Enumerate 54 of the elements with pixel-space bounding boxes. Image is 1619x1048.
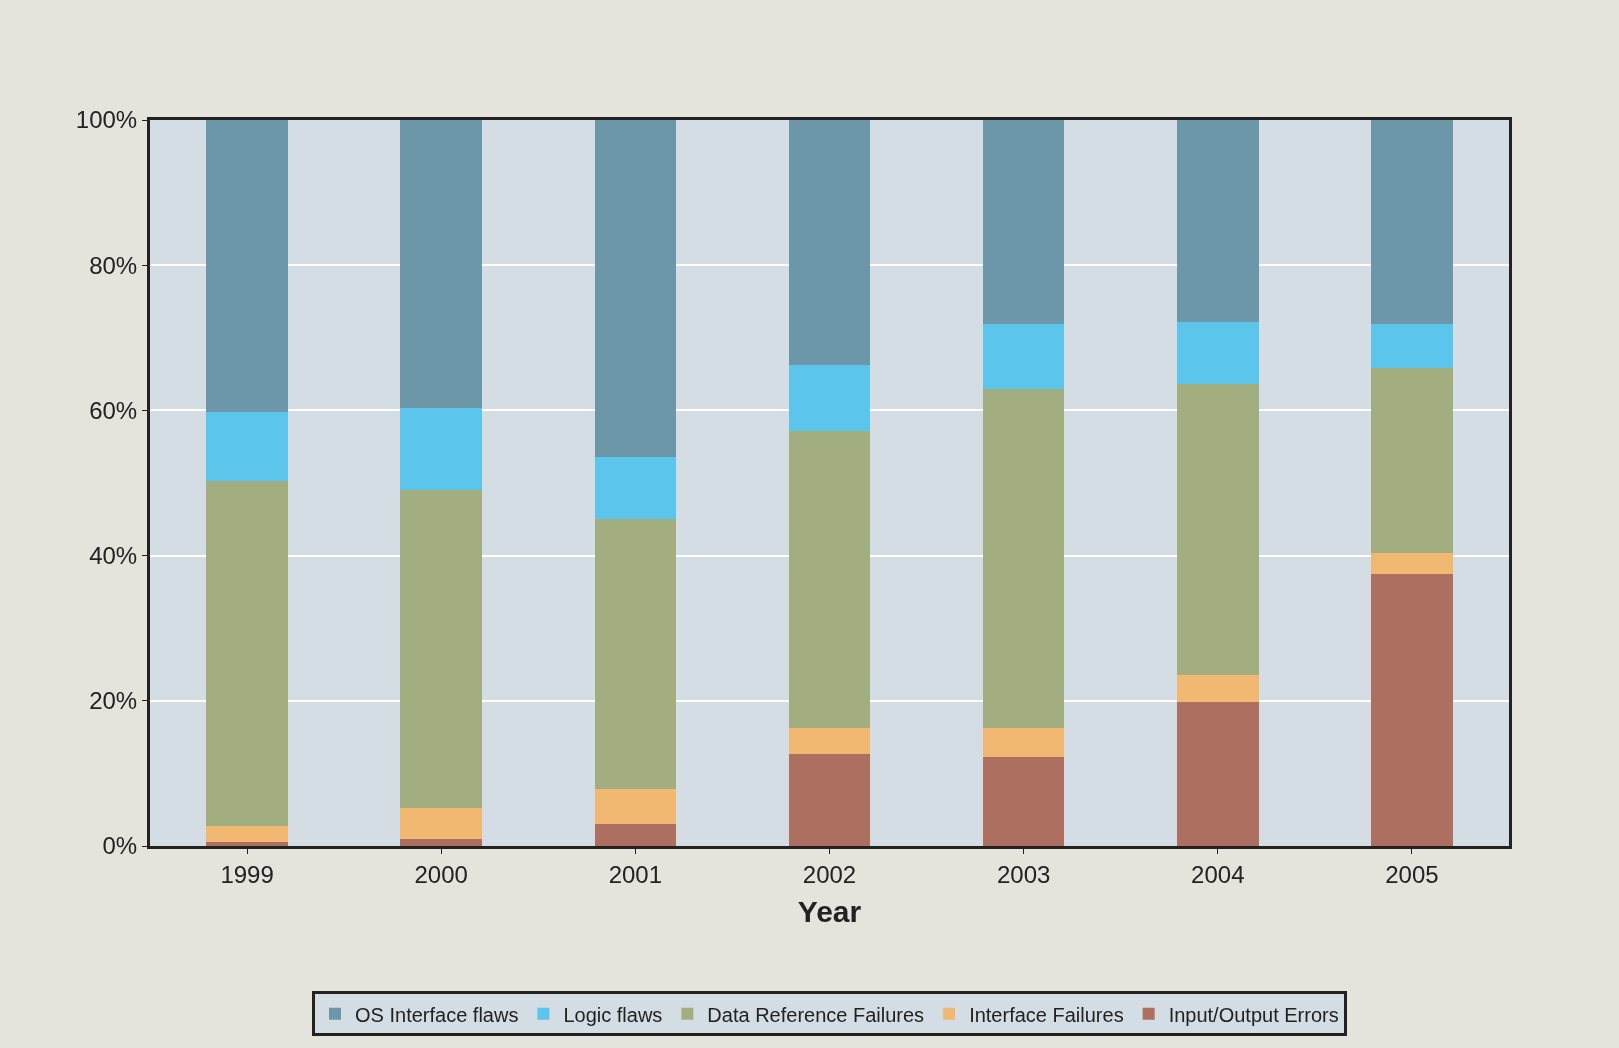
bar: [982, 324, 1065, 389]
bar: [982, 727, 1065, 757]
bar: [982, 756, 1065, 846]
bar: [982, 120, 1065, 325]
x-tick-label: 2000: [414, 860, 468, 888]
x-tick-label: 2005: [1385, 860, 1439, 888]
bar: [594, 789, 677, 825]
bar: [1371, 324, 1453, 368]
bar: [1371, 367, 1453, 554]
bar: [1371, 574, 1453, 846]
legend-label: Logic flaws: [563, 1003, 663, 1026]
bar: [206, 411, 288, 481]
y-tick-label: 100%: [75, 106, 138, 134]
legend-label: Interface Failures: [969, 1003, 1124, 1026]
legend-label: Data Reference Failures: [707, 1003, 925, 1026]
bar: [400, 490, 482, 808]
bar: [788, 753, 871, 846]
x-tick-label: 2004: [1191, 860, 1245, 888]
y-tick-label: 40%: [89, 542, 138, 569]
x-tick-label: 2003: [996, 860, 1051, 888]
bar: [594, 519, 677, 790]
bar: [788, 430, 871, 728]
bar: [400, 838, 482, 846]
bar: [1177, 384, 1259, 676]
bar: [1177, 701, 1259, 846]
y-tick-label: 0%: [102, 832, 138, 860]
bar: [1177, 321, 1259, 385]
bar: [400, 807, 482, 839]
bar: [206, 480, 288, 826]
bar: [206, 120, 288, 412]
bar: [594, 120, 677, 457]
bar: [1177, 675, 1259, 702]
y-tick-label: 80%: [89, 251, 138, 279]
x-tick-label: 2002: [802, 860, 857, 888]
legend-label: Input/Output Errors: [1168, 1003, 1339, 1026]
bar: [594, 456, 677, 520]
bar: [594, 824, 677, 846]
y-tick-label: 20%: [89, 687, 138, 715]
bar: [982, 388, 1065, 728]
legend-label: OS Interface flaws: [355, 1003, 519, 1026]
bar: [788, 120, 871, 366]
x-tick-label: 2001: [608, 860, 663, 888]
bar: [788, 727, 871, 754]
bar: [1371, 120, 1453, 325]
bar: [1177, 120, 1259, 322]
bar: [400, 407, 482, 491]
x-tick-label: 1999: [220, 860, 274, 888]
y-tick-label: 60%: [89, 396, 138, 424]
bar: [1371, 553, 1453, 575]
bar: [400, 120, 482, 408]
x-axis-title: Year: [797, 895, 862, 929]
bar: [206, 842, 288, 846]
bar: [206, 825, 288, 843]
bar: [788, 365, 871, 431]
